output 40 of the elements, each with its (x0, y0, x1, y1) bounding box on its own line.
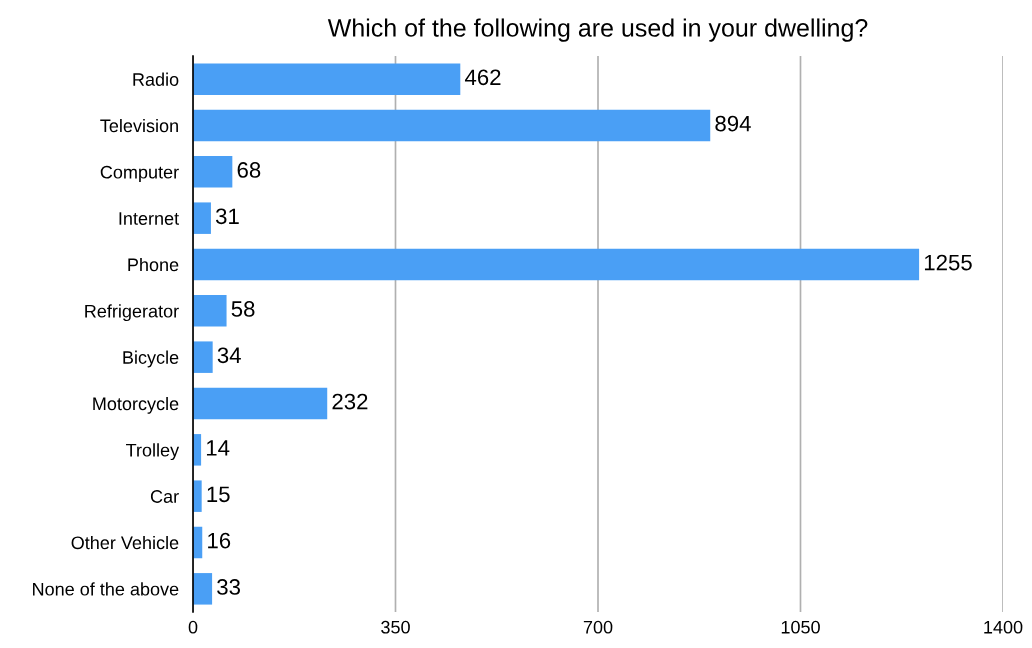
x-tick-label: 1400 (984, 620, 1023, 634)
data-label: 34 (217, 347, 241, 364)
bar (193, 63, 461, 95)
y-tick-label: Bicycle (123, 350, 179, 368)
data-label: 14 (206, 440, 230, 456)
bar (193, 480, 202, 512)
bar (193, 341, 213, 373)
data-label: 31 (215, 208, 239, 225)
bar (193, 295, 227, 327)
data-label: 68 (237, 162, 261, 178)
y-tick-label: Television (100, 118, 178, 133)
y-tick-label: Trolley (126, 443, 180, 461)
data-label: 232 (332, 393, 368, 410)
bar (193, 387, 328, 420)
x-tick-label: 700 (583, 620, 613, 634)
data-label: 1255 (924, 254, 972, 271)
bar (193, 573, 213, 605)
data-label: 15 (207, 486, 230, 503)
x-tick-label: 0 (188, 620, 198, 634)
y-tick-label: Refrigerator (85, 304, 179, 322)
y-tick-label: Motorcycle (93, 396, 179, 414)
y-tick-label: Internet (119, 212, 179, 225)
data-label: 462 (464, 69, 501, 86)
bar (193, 248, 920, 281)
y-tick-label: Computer (100, 165, 179, 183)
data-label: 16 (208, 532, 231, 549)
y-tick-label: None of the above (33, 582, 179, 596)
y-tick-label: Radio (133, 72, 179, 86)
bar (193, 202, 211, 234)
data-label: 894 (715, 115, 751, 132)
y-tick-label: Other Vehicle (71, 535, 179, 550)
chart-title: Which of the following are used in your dwelling? (327, 18, 868, 42)
bar (193, 156, 233, 188)
x-tick-label: 1050 (781, 620, 820, 634)
data-label: 58 (231, 301, 255, 317)
x-tick-label: 350 (381, 620, 410, 634)
bar (193, 109, 711, 142)
y-tick-label: Phone (128, 257, 179, 272)
y-tick-label: Car (150, 490, 179, 503)
data-label: 33 (217, 579, 240, 595)
